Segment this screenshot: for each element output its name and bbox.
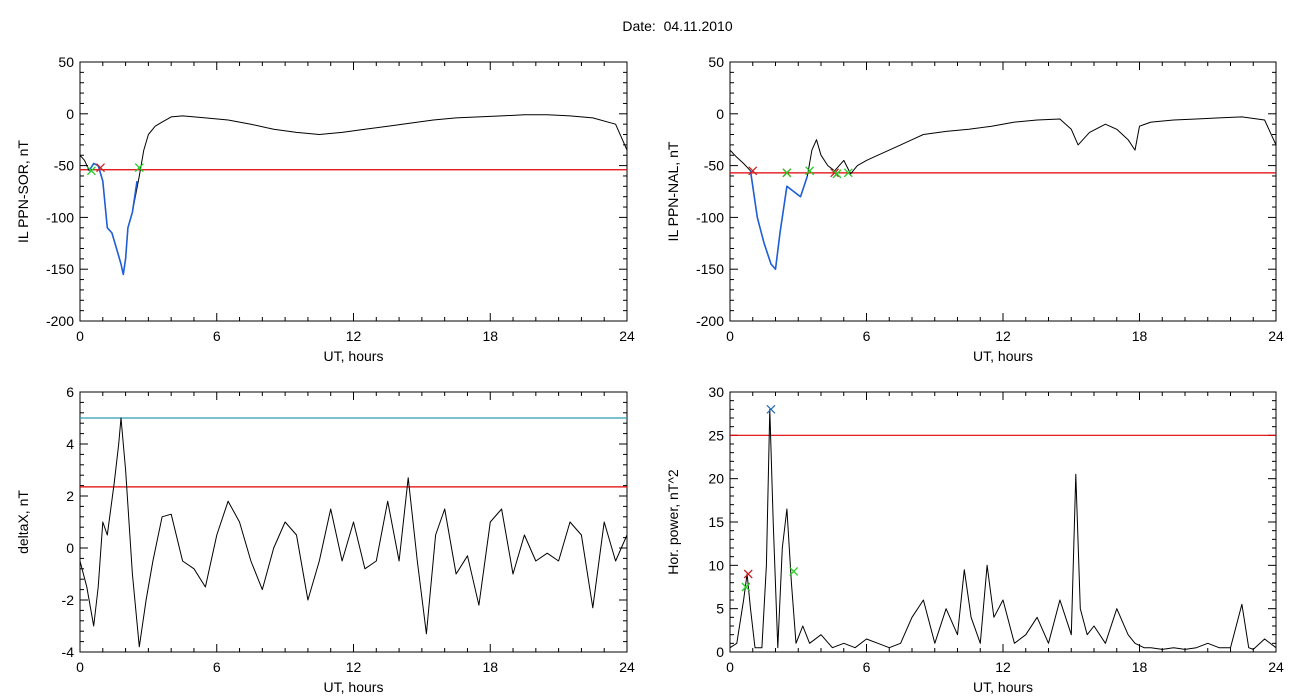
x-tick-label: 18 <box>482 328 498 344</box>
y-tick-label: 0 <box>66 540 74 556</box>
series-line <box>88 162 138 276</box>
x-tick-label: 0 <box>76 328 84 344</box>
y-tick-label: -100 <box>696 209 724 225</box>
y-tick-label: -100 <box>46 209 74 225</box>
x-tick-label: 0 <box>76 659 84 675</box>
x-marker-stroke <box>748 166 758 176</box>
chart-panel-2: 0 6 12 18 24 50 0 -50 -100 -150 -200 UT, hours IL PP… <box>665 54 1284 364</box>
x-marker-stroke <box>843 168 853 178</box>
x-axis-label: UT, hours <box>973 348 1033 364</box>
x-tick-label: 6 <box>863 659 871 675</box>
x-marker <box>782 168 792 178</box>
x-marker <box>832 169 842 179</box>
page-title: Date: 04.11.2010 <box>622 18 733 34</box>
x-tick-label: 0 <box>726 328 734 344</box>
y-tick-label: 2 <box>66 488 74 504</box>
y-tick-label: -2 <box>62 592 75 608</box>
y-tick-label: 50 <box>58 54 74 70</box>
x-tick-label: 12 <box>995 328 1011 344</box>
y-tick-label: -50 <box>704 158 724 174</box>
chart-panel-4: 0 6 12 18 24 30 25 20 15 10 5 0 UT, hours Hor. power,… <box>665 384 1284 695</box>
y-tick-label: -4 <box>62 644 75 660</box>
x-marker <box>743 569 753 579</box>
x-marker <box>805 166 815 176</box>
y-tick-label: 5 <box>716 601 724 617</box>
y-tick-label: 0 <box>716 106 724 122</box>
plot-frame <box>729 391 1277 653</box>
y-tick-label: -200 <box>696 313 724 329</box>
x-marker <box>86 166 96 176</box>
x-tick-label: 6 <box>213 328 221 344</box>
series-line <box>749 170 809 271</box>
x-tick-label: 18 <box>1132 328 1148 344</box>
x-tick-label: 24 <box>1268 328 1284 344</box>
y-axis-label: Hor. power, nT^2 <box>665 469 681 575</box>
x-axis-label: UT, hours <box>324 348 384 364</box>
x-marker-stroke <box>743 569 753 579</box>
y-tick-label: -50 <box>54 158 74 174</box>
x-tick-label: 6 <box>213 659 221 675</box>
x-axis-label: UT, hours <box>973 679 1033 695</box>
y-tick-label: -150 <box>46 261 74 277</box>
x-marker-stroke <box>86 166 96 176</box>
x-marker-stroke <box>782 168 792 178</box>
x-marker-stroke <box>832 169 842 179</box>
x-marker <box>843 168 853 178</box>
x-tick-label: 24 <box>619 328 635 344</box>
x-tick-label: 12 <box>995 659 1011 675</box>
y-axis-label: IL PPN-NAL, nT <box>665 141 681 241</box>
x-marker <box>96 163 105 173</box>
chart-panel-3: 0 6 12 18 24 6 4 2 0 -2 -4 UT, hours deltaX, nT <box>15 384 635 695</box>
x-marker-stroke <box>741 582 751 592</box>
series-line <box>79 417 628 648</box>
y-tick-label: 15 <box>708 514 724 530</box>
y-axis-label: deltaX, nT <box>15 490 31 554</box>
y-tick-label: -150 <box>696 261 724 277</box>
x-marker <box>748 166 758 176</box>
x-marker <box>789 566 799 576</box>
x-marker-stroke <box>766 404 776 414</box>
x-tick-label: 0 <box>726 659 734 675</box>
y-tick-label: 6 <box>66 384 74 400</box>
x-tick-label: 6 <box>863 328 871 344</box>
series-line <box>729 408 1277 650</box>
y-tick-label: 50 <box>708 54 724 70</box>
x-marker <box>766 404 776 414</box>
x-tick-label: 24 <box>1268 659 1284 675</box>
y-tick-label: 4 <box>66 436 74 452</box>
y-tick-label: 0 <box>716 644 724 660</box>
x-marker-stroke <box>830 168 840 178</box>
x-tick-label: 18 <box>482 659 498 675</box>
plot-frame <box>729 61 1277 322</box>
x-marker <box>134 163 144 173</box>
series-line <box>79 114 628 275</box>
x-marker <box>741 582 751 592</box>
x-axis-label: UT, hours <box>324 679 384 695</box>
x-tick-label: 24 <box>619 659 635 675</box>
series-line <box>729 116 1277 270</box>
x-marker <box>830 168 840 178</box>
y-tick-label: 25 <box>708 427 724 443</box>
y-tick-label: 30 <box>708 384 724 400</box>
x-marker-stroke <box>134 163 144 173</box>
x-marker-stroke <box>96 163 105 173</box>
plot-frame <box>79 61 628 322</box>
x-tick-label: 12 <box>346 328 362 344</box>
x-tick-label: 18 <box>1132 659 1148 675</box>
y-axis-label: IL PPN-SOR, nT <box>15 140 31 243</box>
y-tick-label: 0 <box>66 106 74 122</box>
x-marker-stroke <box>789 566 799 576</box>
y-tick-label: 20 <box>708 471 724 487</box>
x-tick-label: 12 <box>346 659 362 675</box>
y-tick-label: -200 <box>46 313 74 329</box>
y-tick-label: 10 <box>708 557 724 573</box>
x-marker-stroke <box>805 166 815 176</box>
chart-panel-1: 0 6 12 18 24 50 0 -50 -100 -150 -200 UT, hours IL PP… <box>15 54 635 364</box>
